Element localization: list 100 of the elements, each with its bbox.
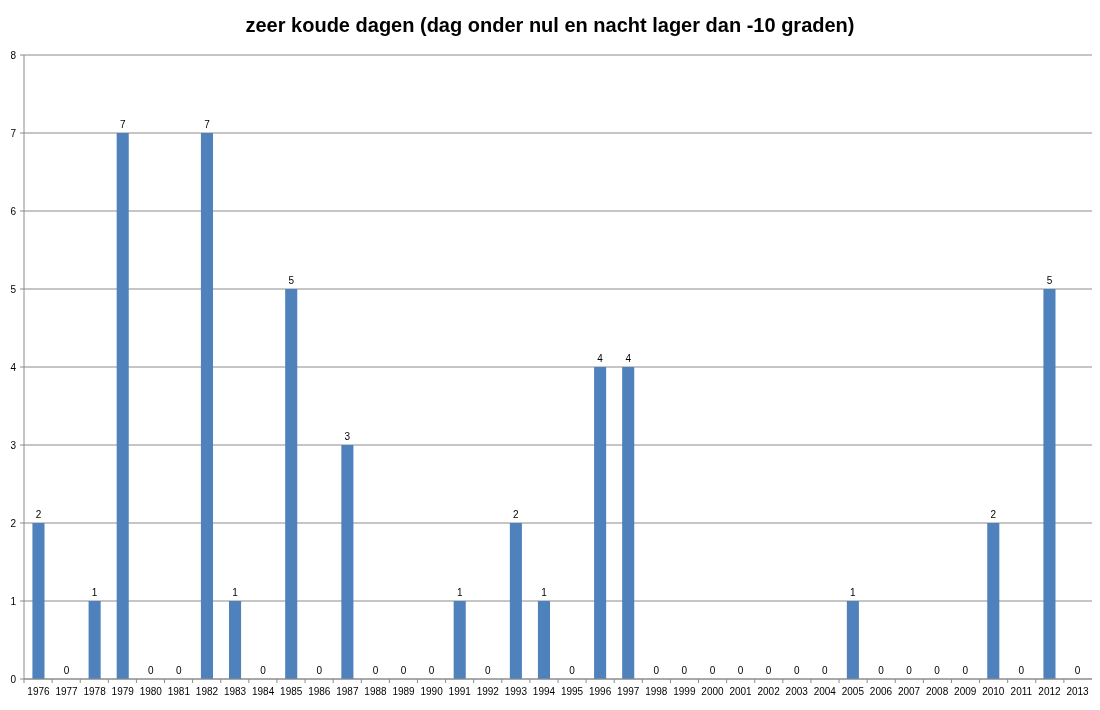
- bar: [537, 601, 550, 679]
- x-tick-label: 2011: [1010, 686, 1033, 697]
- bar: [341, 445, 354, 679]
- data-label: 0: [1018, 665, 1025, 676]
- x-tick-label: 1996: [589, 686, 612, 697]
- x-tick-label: 2012: [1038, 686, 1062, 697]
- data-label: 0: [906, 665, 913, 676]
- x-tick-label: 1993: [504, 686, 528, 697]
- bar: [453, 601, 466, 679]
- x-tick-label: 2013: [1066, 686, 1090, 697]
- data-label: 0: [878, 665, 885, 676]
- x-tick-label: 2008: [926, 686, 949, 697]
- bar: [622, 367, 635, 679]
- data-label: 5: [288, 275, 295, 286]
- data-label: 2: [513, 509, 520, 520]
- data-label: 3: [344, 431, 351, 442]
- x-tick-label: 1992: [476, 686, 500, 697]
- data-label: 0: [1074, 665, 1081, 676]
- x-tick-label: 1982: [195, 686, 219, 697]
- bar: [509, 523, 522, 679]
- x-tick-label: 1976: [27, 686, 51, 697]
- data-label: 0: [148, 665, 155, 676]
- x-tick-label: 2010: [982, 686, 1005, 697]
- bar: [1043, 289, 1056, 679]
- y-tick-label: 8: [10, 50, 17, 61]
- data-label: 1: [850, 587, 857, 598]
- x-tick-label: 2004: [813, 686, 837, 697]
- data-label: 0: [428, 665, 435, 676]
- x-tick-label: 1990: [420, 686, 444, 697]
- x-tick-label: 1994: [532, 686, 556, 697]
- x-tick-label: 1981: [167, 686, 191, 697]
- y-tick-label: 0: [10, 674, 17, 685]
- x-tick-label: 2000: [701, 686, 725, 697]
- data-label: 1: [456, 587, 463, 598]
- x-tick-label: 1977: [55, 686, 79, 697]
- data-label: 0: [316, 665, 323, 676]
- data-label: 0: [569, 665, 576, 676]
- x-tick-label: 1997: [617, 686, 640, 697]
- bar: [285, 289, 298, 679]
- data-label: 5: [1046, 275, 1053, 286]
- y-tick-label: 3: [10, 440, 17, 451]
- x-tick-label: 1988: [364, 686, 388, 697]
- data-label: 0: [176, 665, 183, 676]
- data-label: 2: [35, 509, 42, 520]
- data-label: 0: [653, 665, 660, 676]
- x-tick-label: 1978: [83, 686, 107, 697]
- x-tick-label: 2006: [869, 686, 893, 697]
- data-label: 2: [990, 509, 997, 520]
- bar: [88, 601, 101, 679]
- data-label: 0: [709, 665, 716, 676]
- data-label: 4: [625, 353, 632, 364]
- x-tick-label: 2009: [954, 686, 977, 697]
- data-label: 1: [541, 587, 548, 598]
- bar: [987, 523, 1000, 679]
- bar: [846, 601, 859, 679]
- bar: [32, 523, 45, 679]
- bar: [229, 601, 242, 679]
- data-label: 0: [400, 665, 407, 676]
- data-label: 7: [119, 119, 126, 130]
- y-tick-label: 5: [10, 284, 17, 295]
- data-label: 0: [681, 665, 688, 676]
- bar: [200, 133, 213, 679]
- x-tick-label: 2003: [785, 686, 809, 697]
- data-label: 1: [232, 587, 239, 598]
- x-tick-label: 1999: [673, 686, 696, 697]
- x-tick-label: 2001: [729, 686, 753, 697]
- y-tick-label: 7: [10, 128, 17, 139]
- y-tick-label: 4: [10, 362, 17, 373]
- y-tick-label: 6: [10, 206, 17, 217]
- data-label: 0: [934, 665, 941, 676]
- data-label: 0: [260, 665, 267, 676]
- data-label: 0: [372, 665, 379, 676]
- x-tick-label: 1987: [336, 686, 359, 697]
- x-tick-label: 1980: [139, 686, 163, 697]
- data-label: 4: [597, 353, 604, 364]
- x-tick-label: 1985: [280, 686, 303, 697]
- data-label: 0: [793, 665, 800, 676]
- data-label: 0: [737, 665, 744, 676]
- data-label: 0: [765, 665, 772, 676]
- bar: [116, 133, 129, 679]
- x-tick-label: 1991: [448, 686, 472, 697]
- x-tick-label: 1984: [252, 686, 275, 697]
- x-tick-label: 2007: [897, 686, 921, 697]
- x-tick-label: 1998: [645, 686, 668, 697]
- x-tick-label: 2005: [841, 686, 865, 697]
- x-tick-label: 1979: [111, 686, 135, 697]
- data-label: 1: [91, 587, 98, 598]
- data-label: 7: [204, 119, 211, 130]
- data-label: 0: [63, 665, 70, 676]
- chart-title: zeer koude dagen (dag onder nul en nacht lager dan -10 graden): [245, 14, 855, 36]
- data-label: 0: [822, 665, 829, 676]
- x-tick-label: 1995: [560, 686, 584, 697]
- y-tick-label: 2: [10, 518, 17, 529]
- x-tick-label: 1986: [308, 686, 331, 697]
- data-label: 0: [485, 665, 492, 676]
- x-tick-label: 1989: [392, 686, 416, 697]
- y-tick-label: 1: [10, 596, 17, 607]
- x-tick-label: 2002: [757, 686, 781, 697]
- x-tick-label: 1983: [223, 686, 247, 697]
- data-label: 0: [962, 665, 969, 676]
